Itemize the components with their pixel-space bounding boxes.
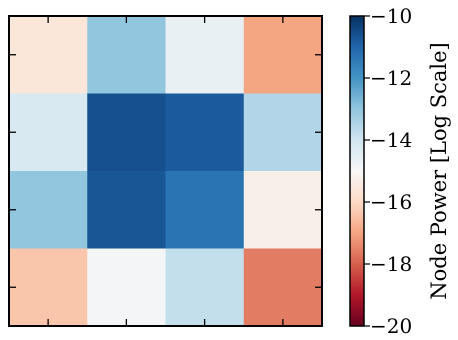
colorbar-ticks: −10 −12 −14 −16 −18 −20 <box>364 4 412 338</box>
heatmap-cell-r2-c3 <box>243 171 323 249</box>
colorbar-tick-label-2: −14 <box>370 128 412 152</box>
colorbar <box>349 15 365 327</box>
heatmap-cell-r3-c2 <box>165 248 245 327</box>
heatmap-cell-r0-c0 <box>9 16 88 94</box>
heatmap-cell-r1-c0 <box>9 93 88 172</box>
heatmap-cell-r0-c1 <box>87 16 166 94</box>
heatmap-frame <box>8 15 323 327</box>
heatmap-ticks <box>9 16 322 326</box>
heatmap-cell-r2-c0 <box>9 171 88 249</box>
colorbar-tick-label-5: −20 <box>370 314 412 338</box>
heatmap-cell-r2-c1 <box>87 171 166 249</box>
heatmap-cell-r3-c1 <box>87 248 166 327</box>
heatmap-cell-r3-c3 <box>243 248 323 327</box>
colorbar-tick-label-4: −18 <box>370 252 412 276</box>
heatmap-cell-r1-c1 <box>87 93 166 172</box>
heatmap-cell-r0-c3 <box>243 16 323 94</box>
heatmap-cell-r2-c2 <box>165 171 245 249</box>
heatmap-cells <box>9 16 323 327</box>
colorbar-tick-label-3: −16 <box>370 190 412 214</box>
heatmap-cell-r0-c2 <box>165 16 245 94</box>
heatmap-cell-r1-c3 <box>243 93 323 172</box>
colorbar-label: Node Power [Log Scale] <box>427 42 451 300</box>
heatmap-cell-r3-c0 <box>9 248 88 327</box>
colorbar-tick-label-0: −10 <box>370 4 412 28</box>
colorbar-tick-label-1: −12 <box>370 66 412 90</box>
heatmap-cell-r1-c2 <box>165 93 245 172</box>
